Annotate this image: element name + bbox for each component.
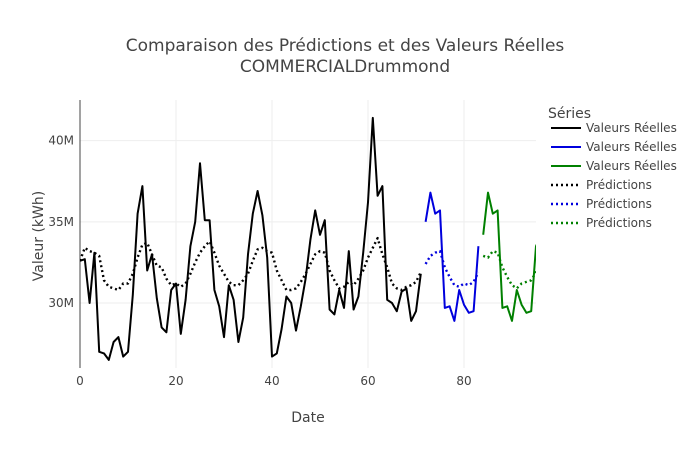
legend-label: Valeurs Réelles — [586, 121, 677, 135]
legend-label: Prédictions — [586, 178, 652, 192]
series-line-actual-0 — [80, 116, 422, 361]
y-tick-label: 35M — [48, 215, 74, 229]
legend-label: Valeurs Réelles — [586, 140, 677, 154]
x-tick-label: 80 — [456, 374, 471, 388]
series-line-predictions-3 — [80, 236, 422, 292]
axes: 0 20 40 60 80 30M 35M 40M — [48, 100, 472, 388]
y-tick-label: 30M — [48, 296, 74, 310]
legend-label: Valeurs Réelles — [586, 159, 677, 173]
legend-title: Séries — [548, 106, 591, 122]
legend-label: Prédictions — [586, 216, 652, 230]
x-axis-title: Date — [291, 410, 324, 426]
x-tick-label: 20 — [168, 374, 183, 388]
y-axis-title: Valeur (kWh) — [31, 191, 47, 281]
y-tick-label: 40M — [48, 134, 74, 148]
legend-label: Prédictions — [586, 197, 652, 211]
x-tick-label: 0 — [76, 374, 84, 388]
gridlines — [80, 100, 536, 368]
x-tick-label: 40 — [264, 374, 279, 388]
series-line-predictions-5 — [482, 249, 536, 290]
series-line-actual-2 — [482, 191, 536, 322]
legend: Séries Valeurs Réelles Valeurs Réelles Val… — [548, 106, 677, 230]
chart-subtitle: COMMERCIALDrummond — [240, 57, 450, 77]
chart-title: Comparaison des Prédictions et des Valeu… — [126, 36, 565, 56]
series-layer — [80, 116, 536, 361]
x-tick-label: 60 — [360, 374, 375, 388]
series-line-actual-1 — [424, 191, 480, 322]
